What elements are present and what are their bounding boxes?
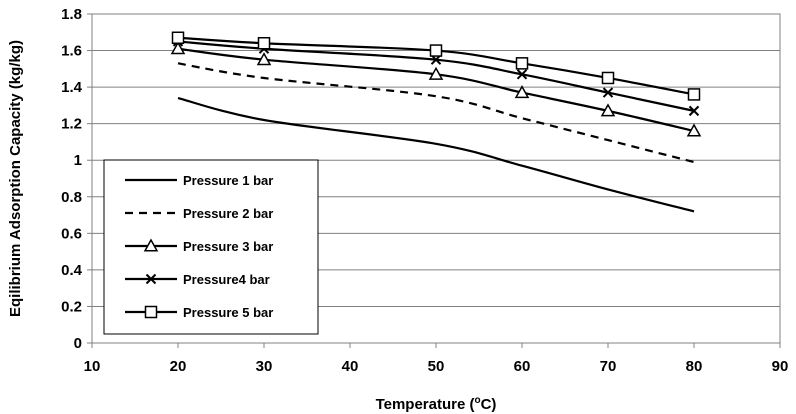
square-marker: [687, 88, 701, 101]
square-marker: [429, 44, 443, 57]
square-marker: [257, 36, 271, 50]
legend-label: Pressure4 bar: [183, 272, 270, 287]
x-tick-label: 50: [428, 358, 445, 375]
x-tick-label: 30: [256, 358, 273, 375]
x-marker-stroke: [516, 69, 528, 80]
square-marker: [144, 305, 158, 319]
x-marker: [688, 105, 700, 117]
y-tick-label: 1.6: [61, 43, 82, 60]
legend-item: Pressure 1 bar: [125, 173, 273, 188]
series-layer: [170, 31, 702, 213]
series-line: [177, 62, 695, 164]
x-tick-label: 80: [686, 358, 703, 375]
legend-label: Pressure 2 bar: [183, 206, 273, 221]
series-2: [177, 62, 695, 164]
y-tick-label: 0.2: [61, 298, 82, 315]
legend-label: Pressure 5 bar: [183, 305, 273, 320]
triangle-marker: [143, 238, 159, 252]
y-tick-label: 0.8: [61, 189, 82, 206]
triangle-marker: [170, 41, 186, 55]
x-marker-stroke: [688, 105, 700, 117]
x-tick-label: 40: [342, 358, 359, 375]
square-marker: [515, 57, 529, 70]
y-tick-label: 1.8: [61, 6, 82, 23]
x-marker-stroke: [602, 87, 614, 98]
triangle-marker: [600, 103, 616, 117]
legend-item: Pressure4 bar: [125, 272, 270, 287]
x-marker: [516, 69, 528, 80]
x-tick-label: 70: [600, 358, 617, 375]
triangle-marker: [686, 123, 702, 137]
x-tick-label: 10: [84, 358, 101, 375]
legend-label: Pressure 3 bar: [183, 239, 273, 254]
legend-item: Pressure 5 bar: [125, 305, 273, 320]
y-tick-label: 0.6: [61, 225, 82, 242]
legend: Pressure 1 bar Pressure 2 bar Pressure 3 b…: [103, 159, 319, 335]
legend-item: Pressure 2 bar: [125, 206, 273, 221]
x-marker: [602, 87, 614, 98]
x-tick-label: 60: [514, 358, 531, 375]
square-marker: [601, 71, 615, 85]
x-tick-label: 20: [170, 358, 187, 375]
y-axis-title: Eqilibrium Adsorption Capacity (kg/kg): [7, 40, 24, 317]
series-line: [177, 97, 695, 213]
y-tick-label: 1.2: [61, 116, 82, 133]
x-tick-label: 90: [772, 358, 789, 375]
series-5: [171, 31, 701, 101]
x-marker: [145, 273, 157, 285]
y-axis-ticks: 0 0.2 0.4 0.6 0.8 1 1.2 1.4 1.6 1.8: [61, 6, 92, 352]
y-tick-label: 0: [74, 335, 82, 352]
y-tick-label: 0.4: [61, 262, 83, 279]
triangle-marker: [256, 52, 272, 66]
square-marker: [171, 31, 185, 45]
triangle-marker: [428, 66, 444, 80]
x-axis-title: Temperature (oC): [376, 395, 497, 413]
y-tick-label: 1: [74, 152, 82, 169]
y-tick-label: 1.4: [61, 79, 83, 96]
series-3: [170, 41, 702, 137]
x-axis-ticks: 10 20 30 40 50 60 70 80 90: [84, 343, 789, 375]
series-1: [177, 97, 695, 213]
legend-item: Pressure 3 bar: [125, 238, 273, 254]
triangle-marker: [514, 85, 530, 99]
x-marker-stroke: [145, 273, 157, 285]
legend-label: Pressure 1 bar: [183, 173, 273, 188]
